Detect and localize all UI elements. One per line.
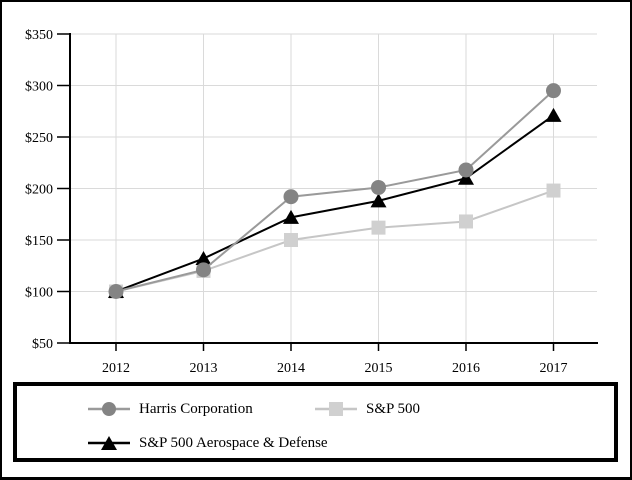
series-line-s-p-500 (115, 189, 554, 293)
legend-marker-sp500-square-icon (315, 401, 357, 417)
data-point-harris-corporation-2017 (546, 83, 561, 99)
data-point-s-p-500-2014 (284, 233, 298, 247)
data-point-s-p-500-aerospace-defense-2013 (195, 251, 212, 266)
legend-item-harris-corporation: Harris Corporation (88, 401, 253, 417)
y-axis-tick-label: $250 (25, 131, 53, 146)
y-axis-tick-label: $100 (25, 286, 53, 301)
y-axis-tick-label: $300 (25, 80, 53, 95)
series-s-p-500-aerospace-defense (108, 107, 562, 298)
y-axis-tick-label: $350 (25, 28, 53, 43)
performance-line-chart: $50 $100 $150 $200 $250 $300 $350 2012 2013 2014 2… (25, 28, 598, 376)
legend-item-sp500-aerospace-defense: S&P 500 Aerospace & Defense (88, 435, 328, 451)
data-point-s-p-500-2016 (459, 214, 473, 229)
data-point-s-p-500-aerospace-defense-2015 (370, 193, 387, 208)
x-axis-tick-label: 2012 (102, 361, 130, 376)
x-axis-tick-label: 2014 (277, 361, 305, 376)
legend-item-sp500: S&P 500 (315, 401, 420, 417)
x-axis-tick-label: 2015 (365, 361, 393, 376)
data-point-s-p-500-aerospace-defense-2014 (283, 209, 299, 224)
series-line-s-p-500-aerospace-defense (115, 114, 555, 293)
axes: $50 $100 $150 $200 $250 $300 $350 2012 2013 2014 2… (25, 28, 598, 376)
data-point-harris-corporation-2012 (108, 284, 124, 299)
data-point-harris-corporation-2015 (371, 179, 386, 195)
y-axis-tick-label: $50 (32, 337, 53, 352)
legend-marker-harris-circle-icon (88, 401, 130, 417)
data-point-harris-corporation-2013 (196, 262, 211, 278)
data-point-s-p-500-aerospace-defense-2017 (545, 107, 562, 122)
legend-label-harris-corporation: Harris Corporation (139, 401, 253, 417)
data-point-harris-corporation-2016 (458, 162, 474, 178)
gridlines (70, 33, 597, 343)
y-axis-tick-label: $150 (25, 234, 53, 249)
data-point-s-p-500-2015 (371, 220, 386, 235)
data-point-s-p-500-2017 (546, 183, 561, 198)
chart-legend: Harris Corporation S&P 500 S&P 500 Aeros… (13, 382, 618, 462)
legend-label-sp500: S&P 500 (366, 401, 421, 417)
series-harris-corporation (108, 83, 561, 299)
series-line-harris-corporation (115, 89, 555, 293)
y-axis-tick-label: $200 (25, 183, 53, 198)
legend-label-sp500-aerospace-defense: S&P 500 Aerospace & Defense (139, 435, 328, 451)
legend-marker-aerospace-triangle-icon (88, 435, 130, 451)
x-axis-tick-label: 2017 (540, 361, 568, 376)
data-point-harris-corporation-2014 (283, 189, 299, 205)
data-point-s-p-500-aerospace-defense-2016 (458, 170, 474, 185)
x-axis-tick-label: 2013 (190, 361, 218, 376)
series-s-p-500 (109, 183, 561, 299)
x-axis-tick-label: 2016 (452, 361, 480, 376)
